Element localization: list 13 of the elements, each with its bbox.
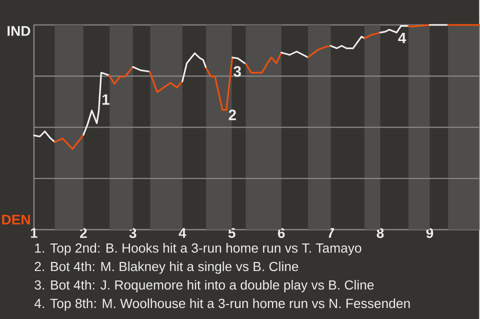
text: DEN — [2, 214, 30, 224]
annotation: 2 — [228, 109, 236, 120]
x-tick-label: 4 — [178, 228, 186, 238]
text: 2. Bot 4th: M. Blakney hit a single vs B. Cline — [34, 261, 298, 274]
annotation: 1 — [102, 94, 110, 104]
x-tick-label: 1 — [30, 228, 38, 238]
text: 1. Top 2nd: B. Hooks hit a 3-run home run vs T. Tamayo — [35, 242, 362, 256]
annotation: 3 — [234, 66, 241, 77]
text: 4. Top 8th: M. Woolhouse hit a 3-run home run vs N. Fessenden — [34, 298, 410, 310]
annotation: 4 — [398, 32, 406, 43]
x-tick-label: 6 — [278, 228, 285, 238]
text: IND — [8, 26, 30, 36]
text: 3. Bot 4th: J. Roquemore hit into a double play vs B. Cline — [34, 280, 374, 292]
